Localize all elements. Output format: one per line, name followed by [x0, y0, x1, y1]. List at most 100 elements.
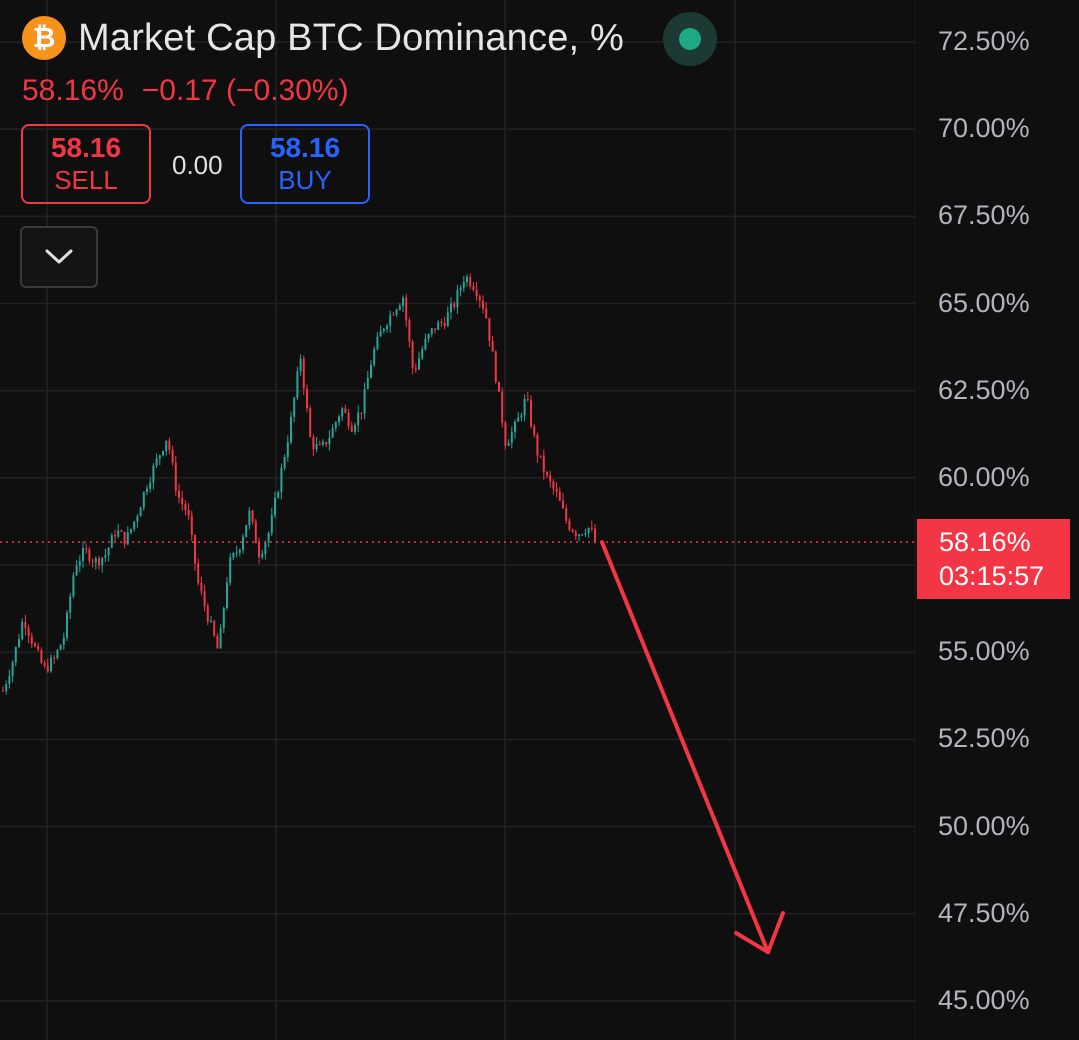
candle-body — [277, 492, 280, 498]
candle-body — [8, 676, 11, 684]
candle-body — [446, 312, 449, 327]
candle-body — [2, 690, 4, 692]
candle-body — [542, 455, 545, 473]
price-change: −0.17 (−0.30%) — [141, 74, 349, 107]
candle-body — [482, 300, 484, 309]
candle-body — [402, 297, 404, 306]
candle-body — [69, 596, 72, 613]
sell-button[interactable]: 58.16 SELL — [21, 124, 151, 204]
candle-body — [216, 635, 219, 649]
candle-body — [318, 443, 321, 445]
candle-body — [398, 305, 401, 310]
candle-body — [469, 276, 472, 287]
candle-body — [110, 535, 113, 548]
candle-body — [472, 286, 475, 290]
candle-body — [555, 488, 558, 492]
candle-body — [424, 338, 427, 350]
candle-body — [88, 549, 91, 562]
candle-body — [104, 555, 107, 558]
candle-body — [194, 534, 196, 564]
candle-body — [571, 529, 574, 532]
symbol-title[interactable]: Market Cap BTC Dominance, % — [78, 16, 625, 59]
candle-body — [114, 535, 116, 537]
trend-arrow-annotation[interactable] — [600, 540, 785, 955]
candle-body — [523, 398, 526, 416]
candle-body — [5, 683, 8, 691]
last-price-tag-value: 58.16% — [939, 527, 1031, 557]
candle-body — [578, 534, 580, 537]
candle-body — [24, 622, 27, 629]
candle-body — [437, 322, 440, 330]
candle-body — [91, 561, 94, 563]
candle-body — [62, 637, 65, 645]
candle-body — [552, 481, 555, 489]
candle-body — [242, 536, 244, 550]
candle-body — [427, 334, 430, 339]
candle-body — [488, 318, 491, 341]
candle-body — [450, 303, 452, 313]
quote-line: 58.16% −0.17 (−0.30%) — [22, 74, 349, 108]
candle-body — [261, 553, 264, 558]
candle-body — [238, 549, 241, 553]
bar-countdown: 03:15:57 — [939, 561, 1045, 591]
candle-body — [219, 628, 222, 649]
candle-body — [562, 500, 564, 509]
market-open-dot-icon — [679, 28, 701, 50]
candle-body — [581, 534, 584, 536]
candle-body — [200, 582, 203, 592]
candle-body — [50, 657, 52, 671]
candle-body — [165, 440, 168, 451]
candle-body — [136, 516, 139, 522]
candle-body — [82, 548, 84, 562]
candle-body — [75, 565, 78, 576]
candle-body — [395, 309, 398, 315]
candle-body — [130, 529, 132, 533]
candle-body — [18, 639, 20, 647]
candle-body — [347, 412, 350, 427]
candle-body — [14, 646, 17, 663]
candle-body — [574, 531, 577, 537]
buy-button[interactable]: 58.16 BUY — [240, 124, 370, 204]
candle-body — [315, 443, 318, 450]
candle-body — [40, 649, 43, 663]
candle-body — [382, 328, 385, 332]
candle-body — [293, 397, 296, 417]
candle-body — [171, 449, 174, 463]
collapse-button[interactable] — [20, 226, 98, 288]
candle-body — [408, 320, 411, 342]
candle-body — [232, 553, 235, 558]
candle-body — [338, 416, 340, 423]
candle-body — [245, 525, 248, 537]
candle-body — [283, 457, 286, 468]
candle-body — [530, 400, 532, 427]
candle-body — [357, 412, 360, 426]
candle-body — [123, 531, 126, 545]
candle-body — [312, 436, 315, 450]
candle-body — [280, 467, 283, 493]
candle-body — [568, 520, 571, 530]
sell-price: 58.16 — [50, 132, 122, 163]
candle-body — [290, 416, 292, 443]
price-axis-tick-label: 52.50% — [938, 723, 1030, 754]
candle-body — [510, 431, 513, 444]
candle-body — [456, 290, 459, 308]
candle-body — [286, 442, 289, 458]
candle-body — [85, 548, 88, 550]
candle-body — [306, 388, 308, 409]
candle-body — [370, 364, 372, 378]
price-axis-tick-label: 50.00% — [938, 810, 1030, 841]
candle-body — [584, 533, 587, 535]
market-status-indicator[interactable] — [663, 12, 717, 66]
candle-body — [494, 351, 497, 382]
candle-body — [251, 510, 254, 522]
candle-body — [184, 504, 187, 510]
candle-body — [309, 408, 312, 437]
buy-label: BUY — [278, 165, 332, 195]
candle-body — [386, 325, 388, 329]
candle-body — [78, 561, 81, 566]
candle-body — [354, 425, 356, 432]
candle-body — [181, 498, 184, 505]
candle-body — [142, 491, 145, 508]
candle-body — [226, 582, 228, 609]
